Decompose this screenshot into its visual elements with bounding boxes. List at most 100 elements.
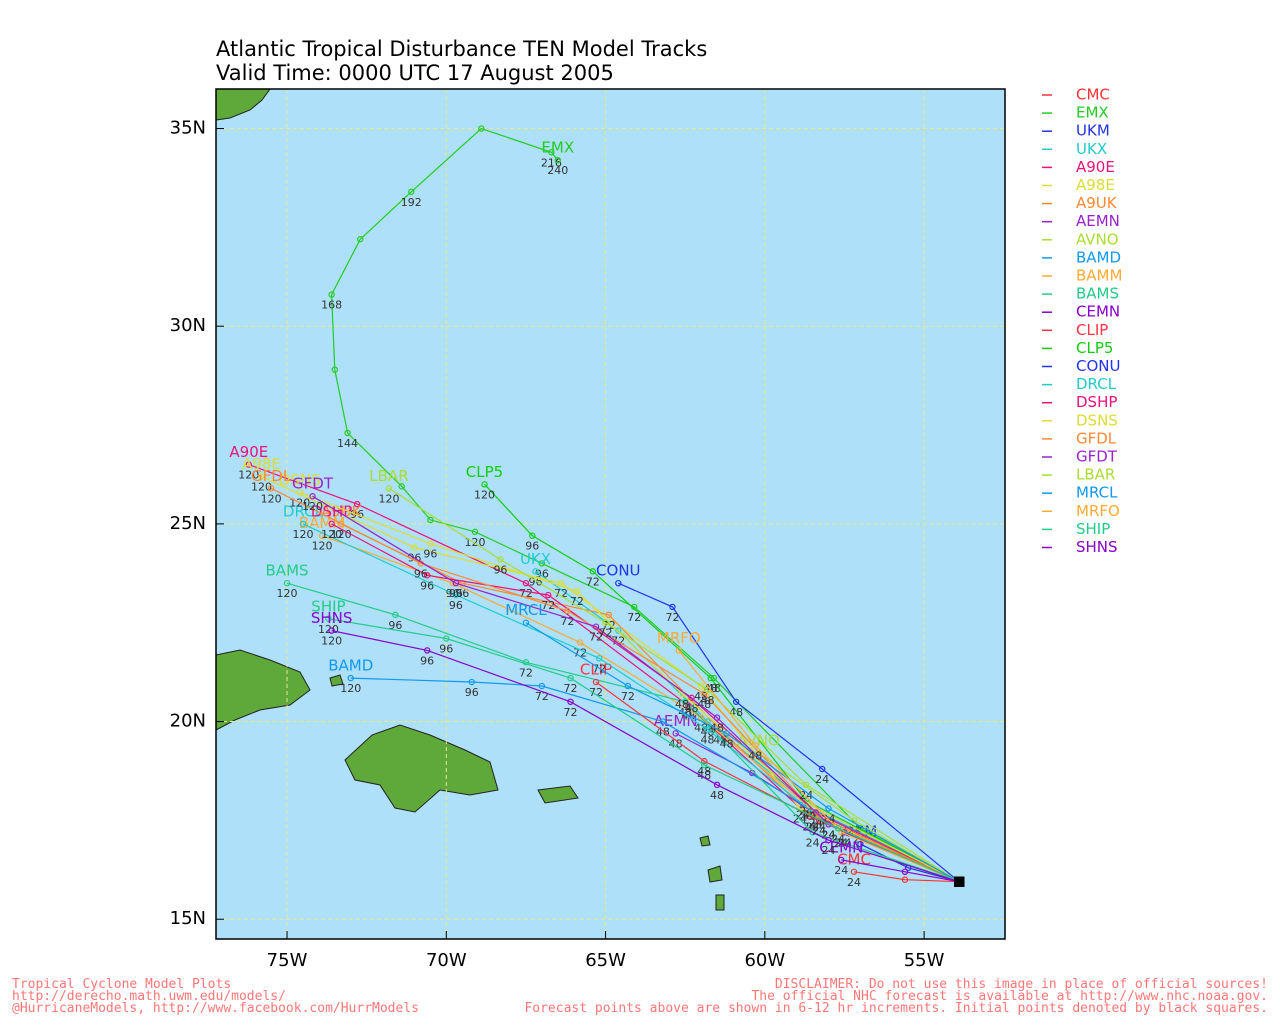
track-point	[471, 528, 479, 535]
track-point	[592, 623, 600, 630]
track-point	[803, 781, 810, 789]
hour-label: 120	[261, 492, 282, 505]
legend-label: AVNO	[1076, 230, 1119, 248]
hour-label: 48	[707, 682, 721, 695]
legend-label: AEMN	[1076, 212, 1120, 230]
track-point	[857, 840, 864, 848]
hour-label: 72	[586, 575, 600, 588]
track-point	[392, 611, 399, 619]
track-point	[296, 489, 303, 496]
track-point	[685, 702, 692, 709]
legend-label: CLIP	[1076, 321, 1108, 339]
land-mass	[707, 865, 723, 883]
initial-point	[954, 876, 965, 887]
track-point	[825, 805, 832, 812]
track-point	[545, 591, 552, 599]
hour-label: 72	[599, 627, 613, 640]
track-point	[602, 619, 609, 626]
track-point	[834, 825, 842, 832]
legend-label: DSNS	[1076, 411, 1118, 429]
footer-left: http://derecho.math.uwm.edu/models/	[12, 989, 286, 1004]
legend-label: A90E	[1076, 158, 1115, 176]
track-line	[853, 871, 960, 883]
track-point	[732, 698, 740, 705]
x-tick-label: 60W	[744, 950, 785, 971]
hour-label: 96	[439, 643, 453, 656]
legend-label: DRCL	[1076, 375, 1117, 393]
x-tick-label: 70W	[426, 950, 467, 971]
track-point	[423, 647, 431, 654]
track-point	[713, 714, 721, 721]
track-point	[809, 813, 816, 820]
legend-label: UKX	[1076, 140, 1107, 158]
track-point	[669, 603, 676, 611]
hour-label: 48	[694, 722, 708, 735]
track-line	[618, 582, 960, 883]
track-point	[806, 801, 813, 808]
track-point	[589, 568, 597, 575]
track-point	[605, 611, 612, 619]
hour-label: 120	[312, 540, 333, 553]
track-point	[573, 587, 581, 595]
track-point	[567, 674, 574, 682]
track-point	[258, 473, 265, 480]
track-name: GFDT	[292, 475, 334, 493]
track-point	[567, 698, 574, 705]
track-point	[267, 485, 275, 492]
track-point	[309, 493, 316, 500]
hour-label: 96	[493, 563, 507, 576]
legend-label: A9UK	[1076, 194, 1118, 212]
track-line	[286, 582, 960, 883]
track-line	[331, 630, 960, 883]
hour-label: 48	[729, 706, 743, 719]
track-line	[678, 650, 960, 883]
land-mass	[215, 649, 311, 731]
track-name: EMX	[541, 139, 574, 157]
track-line	[299, 491, 960, 883]
hour-label: 96	[420, 654, 434, 667]
footer-right: Forecast points above are shown in 6-12 …	[524, 1001, 1268, 1016]
track-name: A90E	[229, 443, 268, 461]
track-point	[548, 149, 555, 156]
track-point	[675, 647, 683, 654]
hour-label: 96	[449, 587, 463, 600]
track-point	[701, 690, 708, 698]
track-point	[615, 627, 622, 634]
hour-label: 96	[414, 567, 428, 580]
hour-label: 48	[700, 694, 714, 707]
hour-label: 120	[238, 469, 259, 482]
footer-right: The official NHC forecast is available a…	[751, 989, 1268, 1004]
track-line	[270, 487, 960, 883]
track-point	[423, 572, 431, 579]
hour-label: 48	[710, 722, 724, 735]
x-tick-label: 65W	[585, 950, 626, 971]
legend-label: A98E	[1076, 176, 1115, 194]
hour-label: 120	[474, 488, 495, 501]
y-tick-label: 35N	[170, 118, 206, 139]
track-point	[701, 757, 708, 765]
legend-label: LBAR	[1076, 466, 1115, 484]
hour-label: 72	[564, 682, 578, 695]
hour-label: 72	[665, 611, 679, 624]
track-point	[704, 726, 711, 733]
hour-label: 120	[277, 587, 298, 600]
hour-label: 96	[465, 686, 479, 699]
track-point	[398, 483, 405, 490]
track-name: MRFO	[657, 629, 701, 647]
legend-label: SHNS	[1076, 538, 1118, 556]
legend-label: GFDL	[1076, 429, 1117, 447]
chart-subtitle: Valid Time: 0000 UTC 17 August 2005	[216, 61, 614, 85]
legend-label: UKM	[1076, 122, 1110, 140]
track-point	[481, 481, 488, 488]
track-line	[841, 859, 960, 883]
track-point	[723, 730, 730, 737]
track-point	[707, 674, 714, 682]
track-name: UKX	[520, 550, 551, 568]
hour-label: 48	[675, 698, 689, 711]
track-name: A9UK	[321, 502, 363, 520]
track-name: MRCL	[505, 601, 547, 619]
track-name: DRCL	[283, 502, 324, 520]
hour-label: 24	[815, 773, 829, 786]
